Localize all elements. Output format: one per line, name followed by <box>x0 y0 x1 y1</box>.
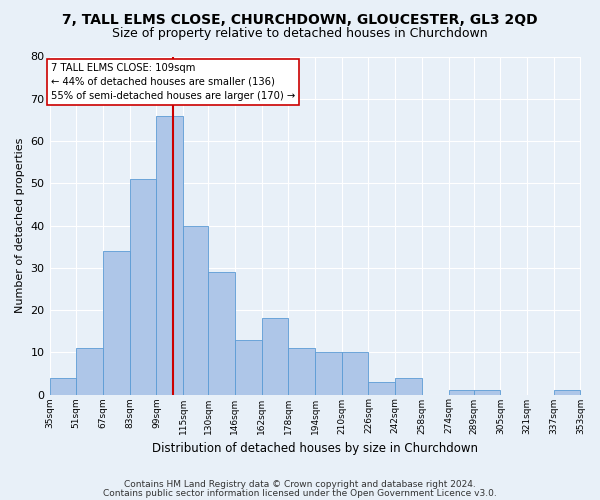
Bar <box>208 272 235 394</box>
Bar <box>262 318 289 394</box>
Bar <box>289 348 315 395</box>
Bar <box>50 378 76 394</box>
Bar <box>554 390 580 394</box>
Bar <box>76 348 103 395</box>
X-axis label: Distribution of detached houses by size in Churchdown: Distribution of detached houses by size … <box>152 442 478 455</box>
Bar <box>342 352 368 395</box>
Bar <box>315 352 342 395</box>
Bar <box>130 179 157 394</box>
Bar <box>449 390 473 394</box>
Text: Contains public sector information licensed under the Open Government Licence v3: Contains public sector information licen… <box>103 489 497 498</box>
Bar <box>473 390 500 394</box>
Text: 7 TALL ELMS CLOSE: 109sqm
← 44% of detached houses are smaller (136)
55% of semi: 7 TALL ELMS CLOSE: 109sqm ← 44% of detac… <box>51 63 295 101</box>
Text: Contains HM Land Registry data © Crown copyright and database right 2024.: Contains HM Land Registry data © Crown c… <box>124 480 476 489</box>
Bar <box>395 378 422 394</box>
Text: 7, TALL ELMS CLOSE, CHURCHDOWN, GLOUCESTER, GL3 2QD: 7, TALL ELMS CLOSE, CHURCHDOWN, GLOUCEST… <box>62 12 538 26</box>
Bar <box>103 251 130 394</box>
Text: Size of property relative to detached houses in Churchdown: Size of property relative to detached ho… <box>112 28 488 40</box>
Bar <box>368 382 395 394</box>
Y-axis label: Number of detached properties: Number of detached properties <box>15 138 25 313</box>
Bar <box>157 116 183 394</box>
Bar <box>235 340 262 394</box>
Bar <box>183 226 208 394</box>
